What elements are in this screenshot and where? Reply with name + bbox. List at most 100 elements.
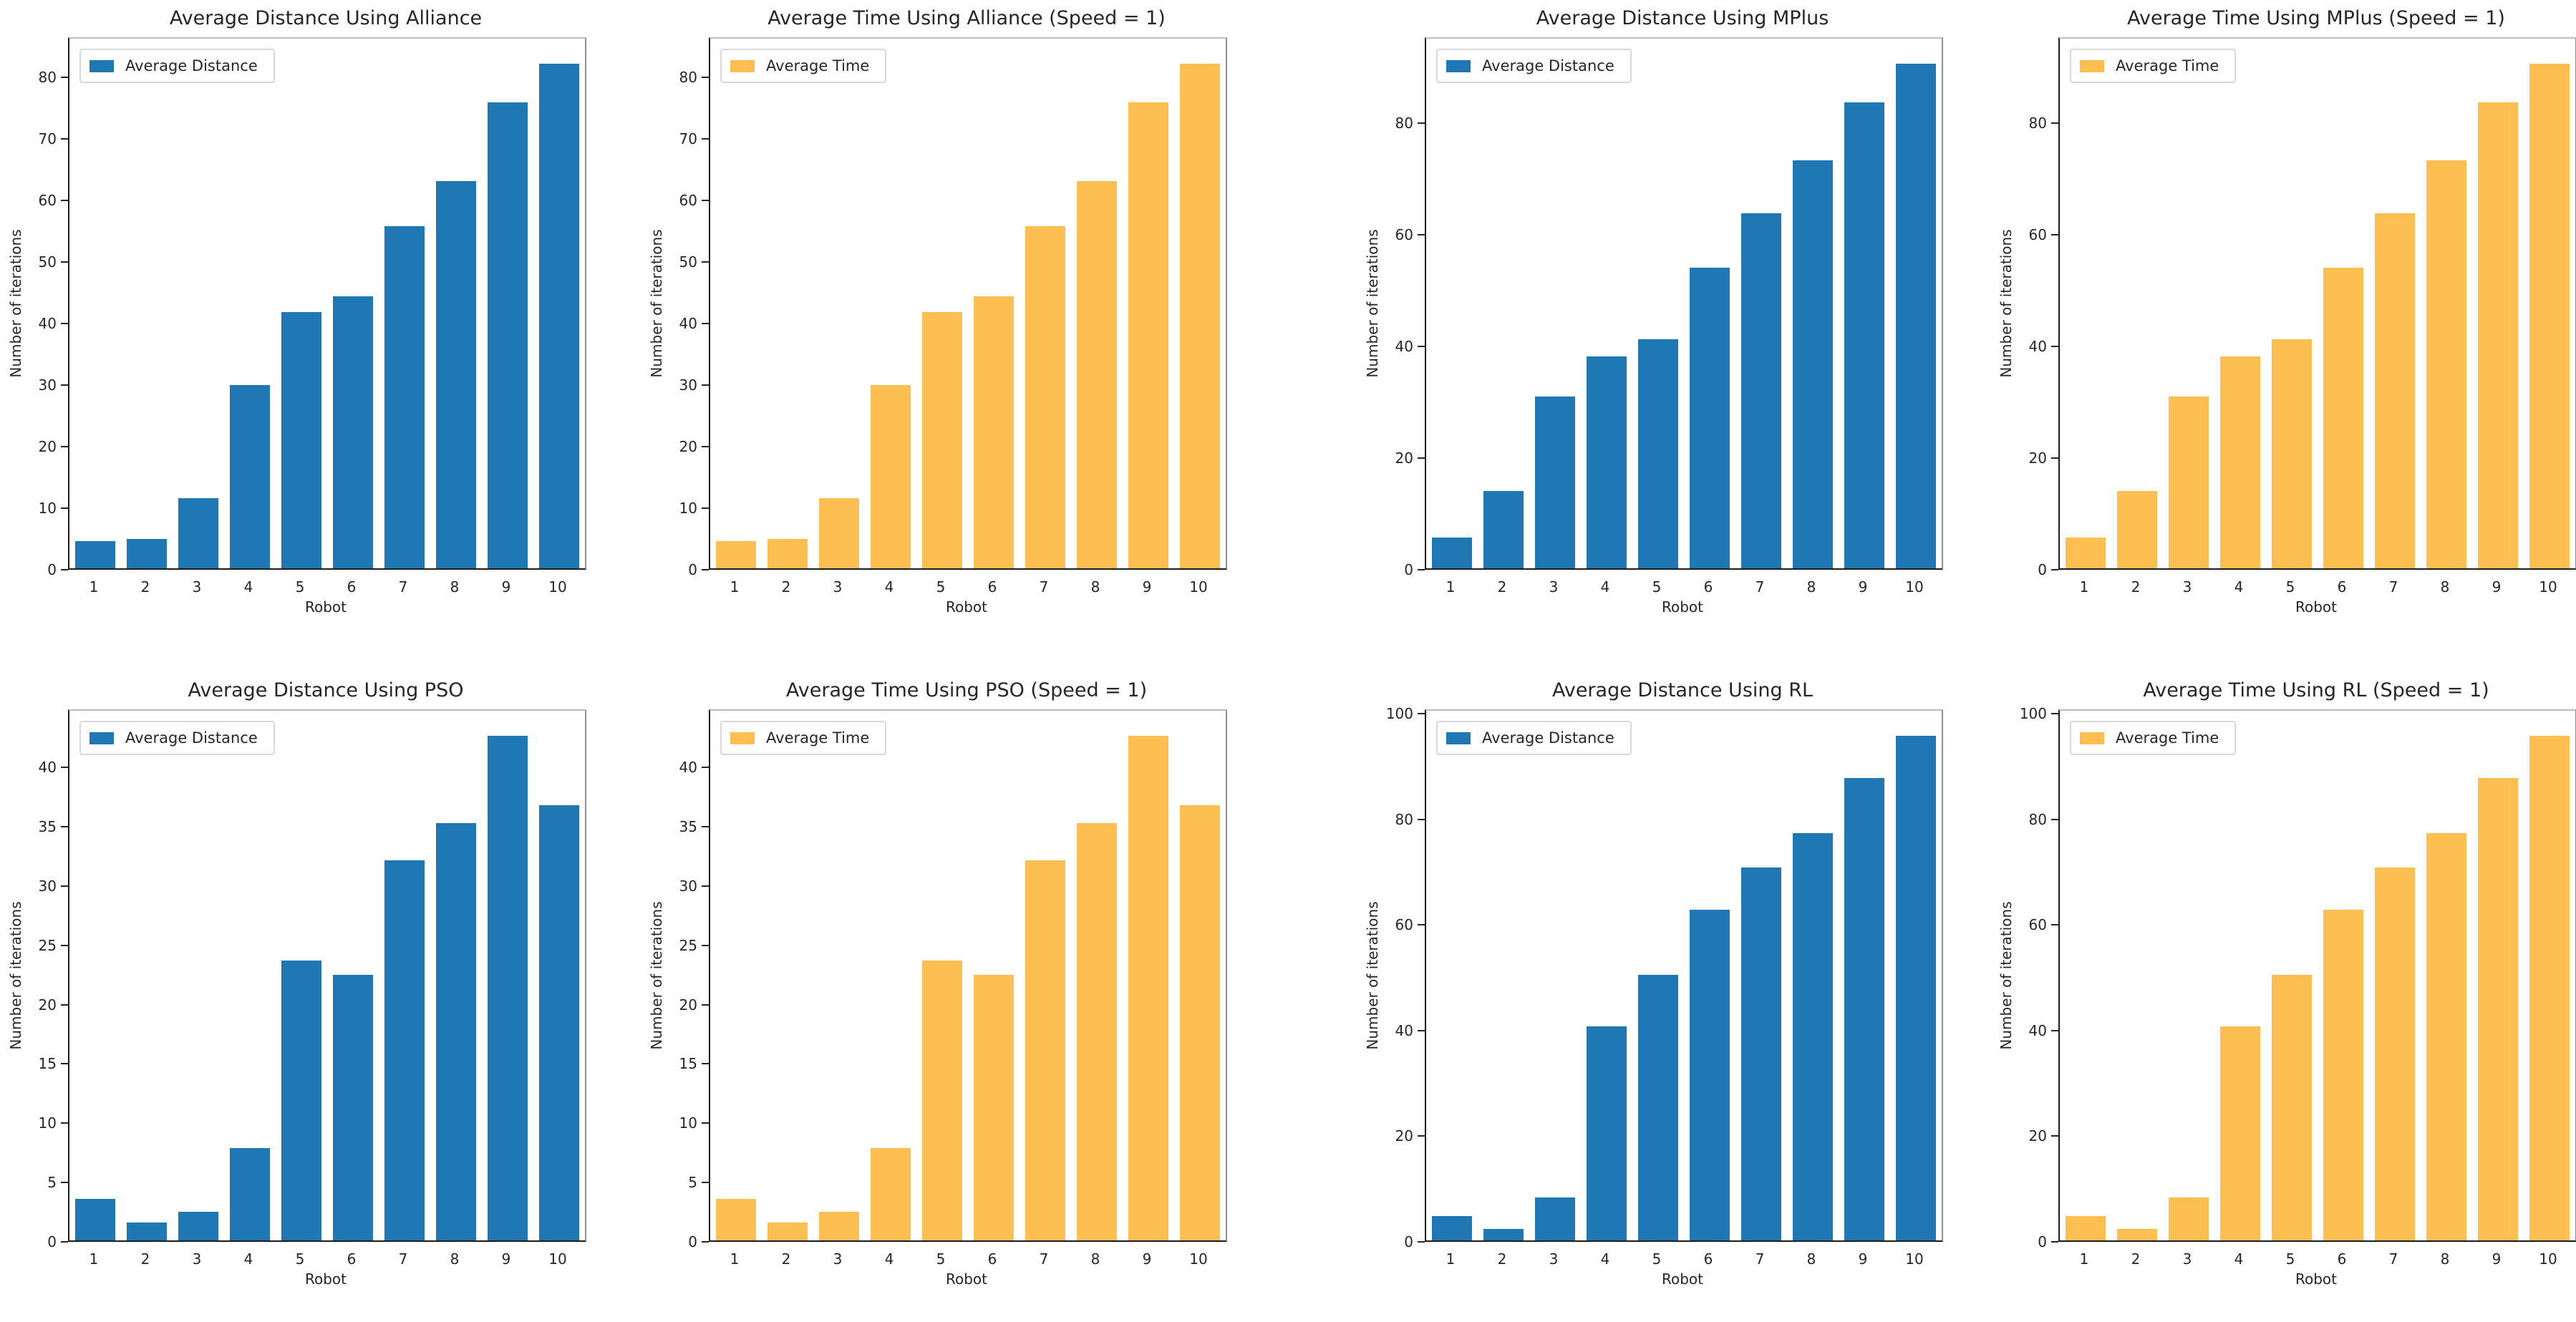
y-tick-label: 10 — [38, 1114, 57, 1132]
y-tick-mark — [702, 261, 709, 263]
y-tick-label: 0 — [688, 561, 697, 578]
legend-label: Average Distance — [1482, 57, 1614, 74]
y-tick-mark — [2051, 122, 2058, 125]
y-axis-label: Number of iterations — [644, 709, 669, 1242]
legend: Average Distance — [79, 721, 275, 755]
y-tick-mark — [1418, 122, 1425, 125]
bar-robot-3 — [818, 1212, 860, 1240]
bar-slot — [1787, 711, 1839, 1240]
bar-robot-1 — [2065, 1216, 2106, 1240]
y-tick-label: 0 — [47, 1233, 57, 1250]
y-tick-label: 40 — [679, 759, 697, 777]
legend-color-swatch — [89, 732, 114, 744]
chart-title: Average Distance Using Alliance — [169, 7, 483, 29]
x-tick-label: 2 — [1497, 578, 1507, 596]
y-tick-mark — [1418, 234, 1425, 236]
y-tick-mark — [61, 76, 68, 78]
bar-slot — [482, 39, 533, 568]
bar-slot — [813, 39, 865, 568]
y-tick-mark — [702, 76, 709, 78]
bar-slot — [69, 39, 121, 568]
y-tick-label: 60 — [1395, 226, 1413, 244]
x-tick-label: 9 — [501, 1250, 511, 1268]
bar-robot-9 — [2477, 777, 2519, 1240]
chart-panel-mplus-time: Average Time Using MPlus (Speed = 1) Numb… — [1994, 6, 2576, 618]
bar-slot — [1123, 39, 1174, 568]
bar-slot — [533, 711, 585, 1240]
x-tick-label: 1 — [89, 1250, 99, 1268]
x-axis-ticks: 1 2 3 4 5 6 7 8 9 10 — [1425, 570, 1940, 598]
y-tick-label: 5 — [688, 1174, 697, 1192]
bar-robot-4 — [2219, 1026, 2261, 1240]
bar-robot-8 — [2426, 160, 2467, 568]
x-tick-label: 8 — [450, 578, 460, 596]
legend-label: Average Distance — [125, 57, 258, 74]
y-tick-label: 60 — [679, 191, 697, 209]
chart-panel-rl-distance: Average Distance Using RL Number of itera… — [1360, 678, 1966, 1291]
y-tick-mark — [61, 384, 68, 386]
bar-robot-7 — [1740, 213, 1782, 568]
bar-slot — [865, 711, 916, 1240]
y-axis-label: Number of iterations — [1994, 37, 2018, 570]
bar-robot-7 — [384, 225, 425, 568]
y-tick-label: 80 — [1395, 115, 1413, 132]
x-axis-ticks: 1 2 3 4 5 6 7 8 9 10 — [709, 1242, 1224, 1270]
x-tick-label: 8 — [450, 1250, 460, 1268]
y-tick-label: 20 — [2028, 1127, 2047, 1145]
y-tick-mark — [702, 944, 709, 946]
bar-robot-8 — [435, 181, 477, 568]
y-tick-mark — [702, 322, 709, 324]
plot-area-rl-distance: Average Distance — [1425, 709, 1943, 1242]
y-tick-label: 15 — [38, 1055, 57, 1073]
x-tick-label: 2 — [2131, 578, 2141, 596]
bar-slot — [1426, 711, 1478, 1240]
y-tick-mark — [2051, 1241, 2058, 1243]
bar-slot — [2266, 39, 2318, 568]
x-tick-label: 6 — [347, 578, 357, 596]
bar-slot — [121, 711, 173, 1240]
y-tick-mark — [61, 885, 68, 887]
bar-slot — [2472, 711, 2524, 1240]
y-tick-label: 10 — [679, 500, 697, 517]
legend-color-swatch — [2080, 59, 2104, 72]
bar-robot-10 — [1179, 64, 1221, 568]
x-tick-label: 2 — [1497, 1250, 1507, 1268]
y-tick-label: 0 — [47, 561, 57, 578]
y-axis-label-text: Number of iterations — [7, 229, 24, 378]
bar-slot — [1478, 39, 1529, 568]
plot-wrap: Number of iterations 0 20 40 60 80 Average Dis… — [1360, 37, 1966, 578]
bar-slot — [379, 39, 430, 568]
bar-robot-4 — [1586, 356, 1627, 568]
bar-robot-8 — [1792, 833, 1834, 1240]
legend-label: Average Distance — [125, 729, 258, 747]
bar-slot — [2318, 711, 2369, 1240]
y-tick-label: 80 — [38, 68, 57, 86]
y-tick-label: 80 — [2028, 115, 2047, 132]
x-tick-label: 7 — [398, 578, 408, 596]
y-tick-label: 80 — [679, 68, 697, 86]
y-tick-label: 40 — [679, 314, 697, 332]
y-tick-mark — [2051, 1029, 2058, 1031]
bar-slot — [327, 711, 379, 1240]
x-tick-label: 6 — [987, 1250, 997, 1268]
bar-robot-1 — [1431, 1216, 1473, 1240]
bar-robot-7 — [2374, 213, 2416, 568]
y-tick-label: 60 — [38, 191, 57, 209]
y-tick-label: 20 — [2028, 449, 2047, 467]
chart-panel-rl-time: Average Time Using RL (Speed = 1) Number … — [1994, 678, 2576, 1291]
bar-robot-5 — [2271, 339, 2313, 568]
y-tick-label: 80 — [1395, 810, 1413, 828]
bar-robot-9 — [1128, 735, 1169, 1240]
bar-robot-1 — [74, 1199, 116, 1240]
x-tick-label: 6 — [1703, 578, 1713, 596]
legend-label: Average Time — [766, 729, 870, 747]
y-tick-label: 25 — [679, 936, 697, 954]
bar-slot — [813, 711, 865, 1240]
y-tick-mark — [61, 1122, 68, 1124]
x-tick-label: 6 — [347, 1250, 357, 1268]
bar-slot — [1684, 39, 1735, 568]
plot-wrap: Number of iterations 0 20 40 60 80 100 Average … — [1994, 706, 2576, 1250]
y-tick-mark — [702, 767, 709, 769]
y-tick-label: 70 — [679, 130, 697, 147]
chart-title: Average Time Using MPlus (Speed = 1) — [2127, 7, 2505, 29]
